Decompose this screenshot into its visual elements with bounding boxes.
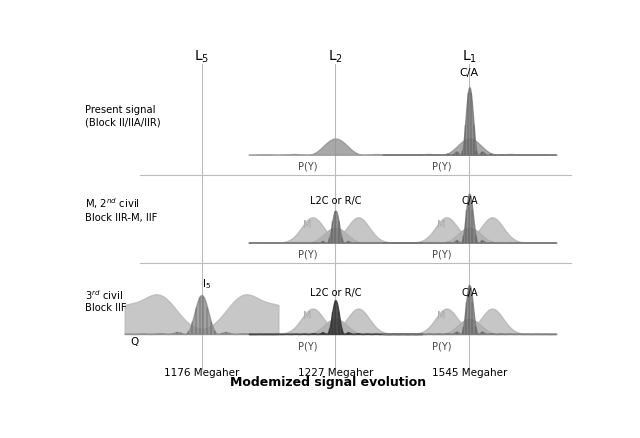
Text: C/A: C/A: [461, 196, 477, 206]
Text: C/A: C/A: [461, 287, 477, 297]
Text: L2C or R/C: L2C or R/C: [310, 196, 361, 206]
Text: P(Y): P(Y): [298, 340, 318, 350]
Text: L$_1$: L$_1$: [462, 48, 477, 64]
Text: 1545 Megaher: 1545 Megaher: [431, 367, 507, 377]
Text: P(Y): P(Y): [433, 340, 452, 350]
Text: 1176 Megaher: 1176 Megaher: [164, 367, 239, 377]
Text: P(Y): P(Y): [298, 249, 318, 259]
Text: I$_5$: I$_5$: [202, 276, 211, 290]
Text: C/A: C/A: [460, 68, 479, 78]
Text: M: M: [437, 219, 446, 229]
Text: Q: Q: [131, 336, 139, 346]
Text: M: M: [303, 310, 312, 320]
Text: P(Y): P(Y): [433, 249, 452, 259]
Text: M, 2$^{nd}$ civil
Block IIR-M, IIF: M, 2$^{nd}$ civil Block IIR-M, IIF: [85, 196, 157, 223]
Text: 3$^{rd}$ civil
Block IIF: 3$^{rd}$ civil Block IIF: [85, 287, 127, 312]
Text: Modemized signal evolution: Modemized signal evolution: [230, 375, 426, 388]
Text: P(Y): P(Y): [433, 162, 452, 171]
Text: L2C or R/C: L2C or R/C: [310, 287, 361, 297]
Text: 1227 Megaher: 1227 Megaher: [298, 367, 373, 377]
Text: M: M: [437, 310, 446, 320]
Text: L$_2$: L$_2$: [328, 48, 343, 64]
Text: Present signal
(Block II/IIA/IIR): Present signal (Block II/IIA/IIR): [85, 105, 161, 127]
Text: P(Y): P(Y): [298, 162, 318, 171]
Text: L$_5$: L$_5$: [194, 48, 209, 64]
Text: M: M: [303, 219, 312, 229]
